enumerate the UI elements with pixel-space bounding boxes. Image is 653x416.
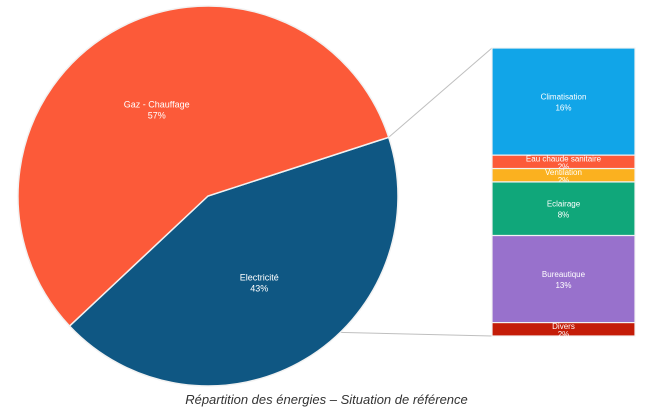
bar-segment-divers: [491, 322, 636, 337]
bar-label-ventilation: Ventilation: [545, 168, 582, 177]
bar-label-eau-chaude-sanitaire: Eau chaude sanitaire: [526, 154, 602, 163]
connector-line-top: [388, 47, 493, 138]
bar-label-climatisation: Climatisation: [541, 93, 587, 102]
bar-value-eclairage: 8%: [558, 211, 570, 220]
pie-value-electricite: 43%: [250, 284, 268, 294]
bar-value-bureautique: 13%: [555, 281, 571, 290]
pie-slice-gaz-chauffage: [17, 5, 390, 328]
bar-label-eclairage: Eclairage: [547, 200, 581, 209]
bar-label-bureautique: Bureautique: [542, 270, 586, 279]
bar-segment-bureautique: [491, 234, 636, 324]
pie-label-gaz-chauffage: Gaz - Chauffage: [124, 99, 190, 109]
bar-segment-climatisation: [491, 47, 636, 156]
bar-value-ventilation: 2%: [558, 176, 570, 185]
bar-value-divers: 2%: [558, 330, 570, 339]
pie-value-gaz-chauffage: 57%: [148, 110, 166, 120]
bar-label-divers: Divers: [552, 322, 575, 331]
pie-label-electricite: Electricité: [240, 273, 279, 283]
bar-value-climatisation: 16%: [555, 104, 571, 113]
bar-value-eau-chaude-sanitaire: 2%: [558, 162, 570, 171]
chart-caption: Répartition des énergies – Situation de …: [185, 392, 468, 407]
pie-slice-electricite: [68, 136, 399, 387]
bar-segment-eclairage: [491, 181, 636, 237]
